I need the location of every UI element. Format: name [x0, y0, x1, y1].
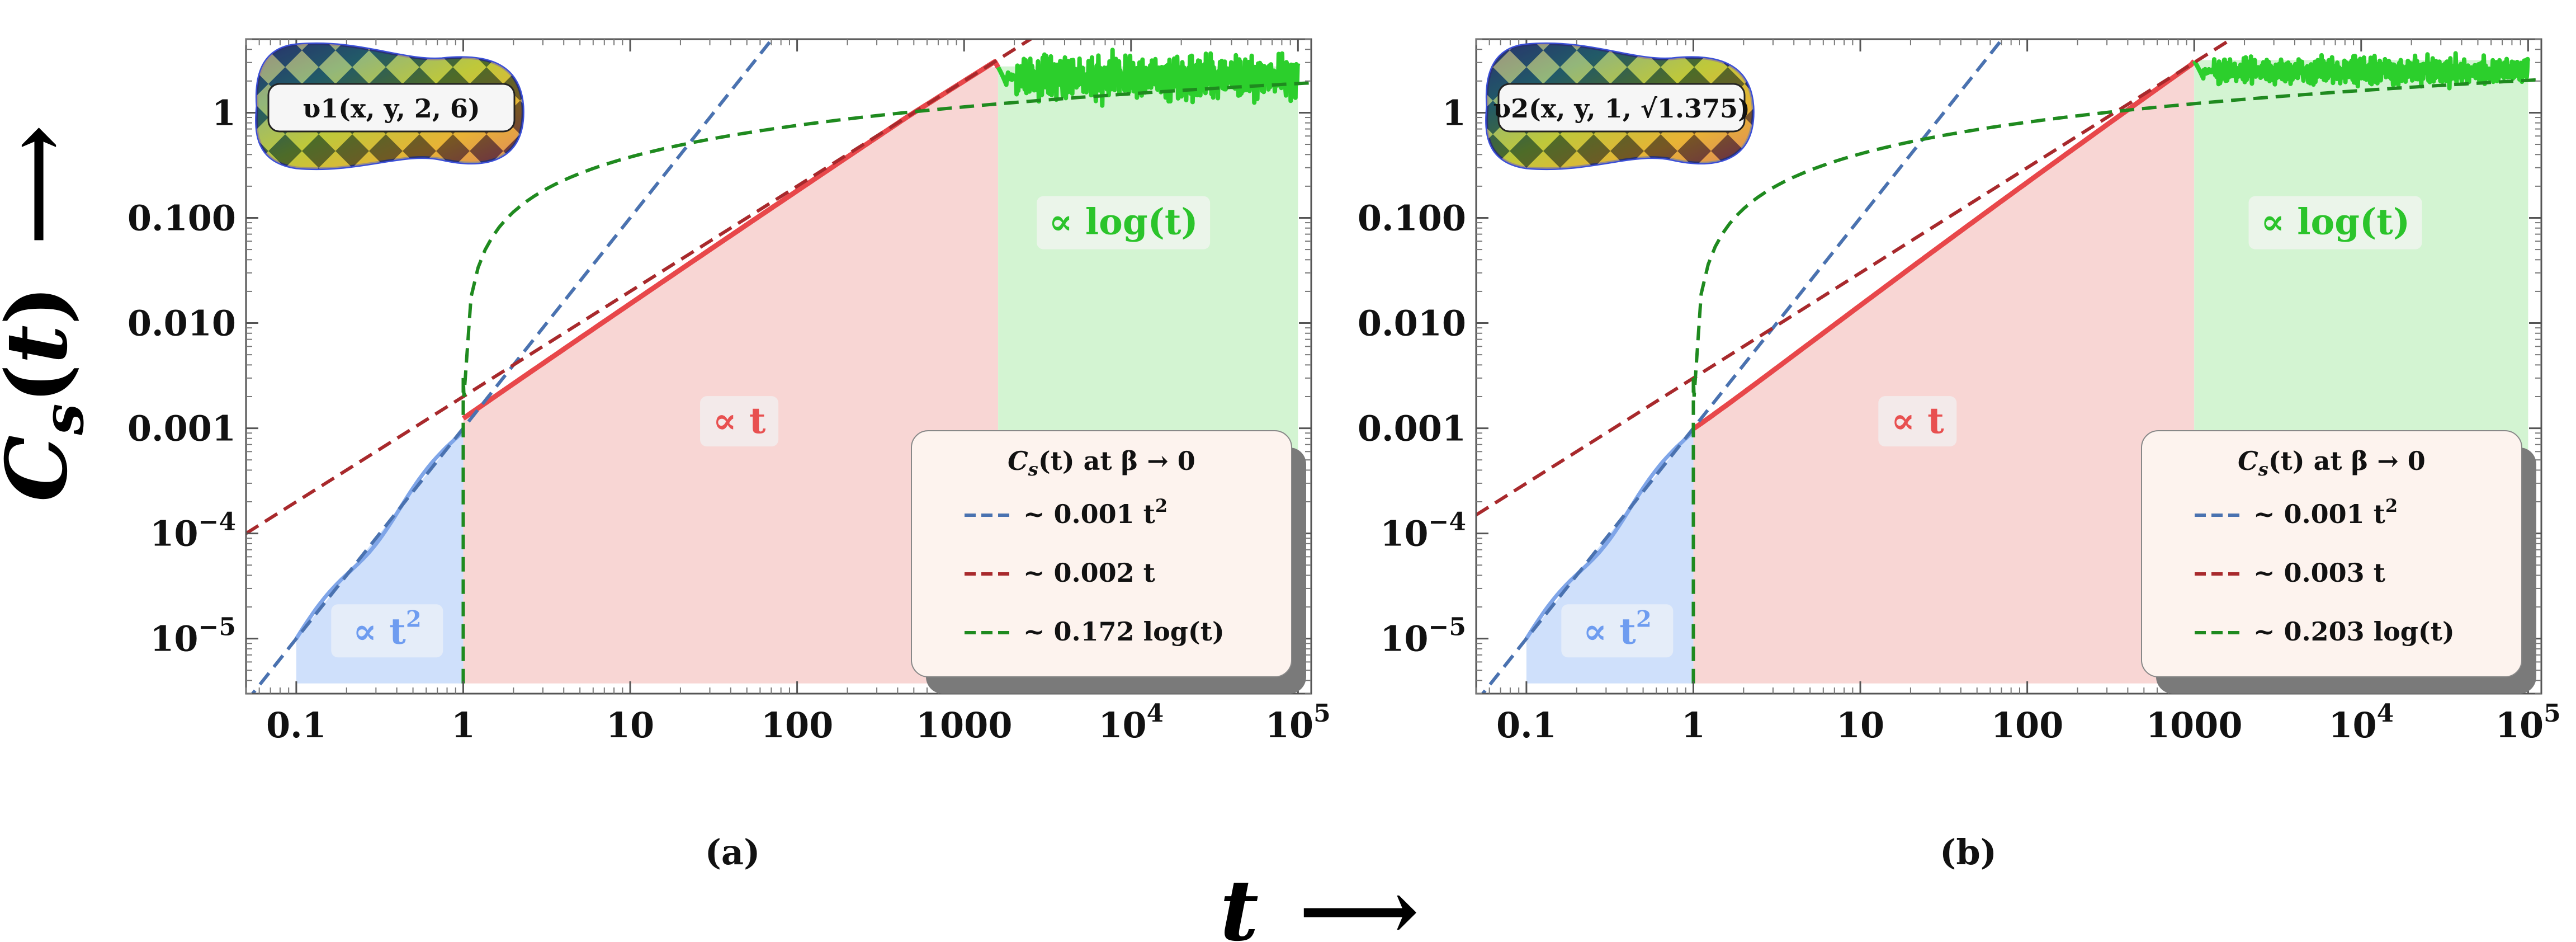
- model-badge: υ1(x, y, 2, 6): [255, 42, 524, 171]
- panel-a: 0.1 1 10 100 1000 104 10510−510−40.0010.0100.1…: [127, 38, 1331, 873]
- legend-quadratic: ~ 0.001 t2: [1023, 495, 1168, 529]
- svg-text:Cs(t) ⟶: Cs(t) ⟶: [0, 125, 96, 502]
- region-label-log: ∝ log(t): [1049, 201, 1198, 243]
- region-label-bg: [700, 396, 779, 447]
- legend: Cs(t) at β → 0 ~ 0.001 t2 ~ 0.002 t ~ 0.172…: [911, 430, 1306, 694]
- x-tick-label: 100: [761, 705, 833, 746]
- region-label-bg: [1878, 396, 1957, 447]
- legend-log: ~ 0.172 log(t): [1023, 616, 1225, 647]
- x-tick-label: 1000: [916, 705, 1013, 746]
- y-tick-label: 10−5: [150, 613, 236, 660]
- legend-linear: ~ 0.003 t: [2253, 558, 2386, 588]
- panel-label: (a): [705, 832, 760, 873]
- region-label-bg: [2248, 196, 2422, 249]
- legend: Cs(t) at β → 0 ~ 0.001 t2 ~ 0.003 t ~ 0.203…: [2141, 430, 2536, 694]
- x-tick-label: 1: [451, 705, 475, 746]
- fit-log: [461, 81, 1311, 684]
- region-label-bg: [331, 604, 443, 658]
- y-tick-label: 0.001: [127, 408, 236, 449]
- x-tick-label: 105: [1265, 699, 1331, 746]
- region-label-t: ∝ t: [1891, 400, 1944, 442]
- x-tick-label: 104: [2328, 699, 2394, 746]
- y-tick-label: 0.010: [1358, 303, 1466, 344]
- x-axis-title: t ⟶: [1220, 861, 1420, 942]
- region-t: [463, 67, 999, 684]
- green-curve: [996, 48, 1301, 108]
- legend-log: ~ 0.203 log(t): [2253, 616, 2455, 647]
- x-tick-label: 0.1: [1496, 705, 1557, 746]
- legend-box: [911, 430, 1292, 677]
- red-curve: [1691, 59, 2196, 431]
- legend-title: Cs(t) at β → 0: [2238, 446, 2426, 480]
- x-tick-label: 0.1: [266, 705, 327, 746]
- model-badge: υ2(x, y, 1, √1.375): [1485, 42, 1755, 171]
- region-labels: ∝ t2 ∝ t ∝ log(t): [331, 196, 1211, 658]
- x-tick-label: 105: [2495, 699, 2561, 746]
- y-tick-label: 0.001: [1358, 408, 1466, 449]
- model-label: υ2(x, y, 1, √1.375): [1493, 93, 1750, 124]
- fit-log: [1691, 78, 2541, 684]
- region-label-log: ∝ log(t): [2261, 201, 2410, 243]
- y-ticks: 10−5 10−4 0.001 0.010 0.100 1: [1358, 39, 2541, 694]
- region-label-bg: [1561, 604, 1674, 658]
- fit-linear: [246, 39, 1034, 535]
- x-ticks: 0.1 1 10 100 1000 104 105: [1476, 39, 2561, 746]
- legend-quadratic: ~ 0.001 t2: [2253, 495, 2398, 529]
- y-tick-label: 0.100: [127, 197, 236, 238]
- y-tick-label: 10−5: [1380, 613, 1466, 660]
- plot-frame: [1475, 38, 2542, 695]
- x-ticks: 0.1 1 10 100 1000 104 105: [245, 39, 1331, 746]
- x-tick-label: 1000: [2146, 705, 2243, 746]
- region-labels: ∝ t2 ∝ t ∝ log(t): [1561, 196, 2422, 658]
- svg-text:t ⟶: t ⟶: [1220, 861, 1420, 942]
- x-tick-label: 10: [1836, 705, 1884, 746]
- fit-linear: [1476, 39, 2235, 517]
- model-label: υ1(x, y, 2, 6): [302, 93, 480, 124]
- y-tick-label: 10−4: [150, 508, 236, 554]
- region-label-t2: ∝ t2: [1583, 606, 1652, 652]
- panel-label: (b): [1940, 832, 1997, 873]
- y-tick-label: 0.010: [127, 303, 236, 344]
- badge-label-box: [267, 83, 516, 133]
- legend-linear: ~ 0.002 t: [1023, 558, 1156, 588]
- badge-label-box: [1497, 83, 1746, 133]
- legend-title: Cs(t) at β → 0: [1008, 446, 1195, 480]
- y-tick-label: 10−4: [1380, 508, 1466, 554]
- legend-box: [2141, 430, 2522, 677]
- region-t: [1693, 61, 2195, 684]
- x-tick-label: 100: [1991, 705, 2063, 746]
- region-label-t: ∝ t: [713, 400, 766, 442]
- panel-b: 0.1 1 10 100 1000 104 10510−510−40.0010.0100.1…: [1358, 38, 2561, 873]
- green-curve: [2192, 51, 2531, 91]
- y-ticks: 10−5 10−4 0.001 0.010 0.100 1: [127, 39, 1311, 694]
- x-tick-label: 104: [1098, 699, 1164, 746]
- region-label-t2: ∝ t2: [353, 606, 422, 652]
- y-tick-label: 1: [1442, 92, 1466, 133]
- y-tick-label: 1: [212, 92, 236, 133]
- y-axis-title: Cs(t) ⟶: [0, 125, 96, 502]
- blue-curve: [1524, 430, 1695, 640]
- x-tick-label: 10: [606, 705, 654, 746]
- region-label-bg: [1037, 196, 1211, 249]
- y-tick-label: 0.100: [1358, 197, 1466, 238]
- x-tick-label: 1: [1681, 705, 1705, 746]
- blue-curve: [294, 430, 465, 640]
- plot-frame: [245, 38, 1312, 695]
